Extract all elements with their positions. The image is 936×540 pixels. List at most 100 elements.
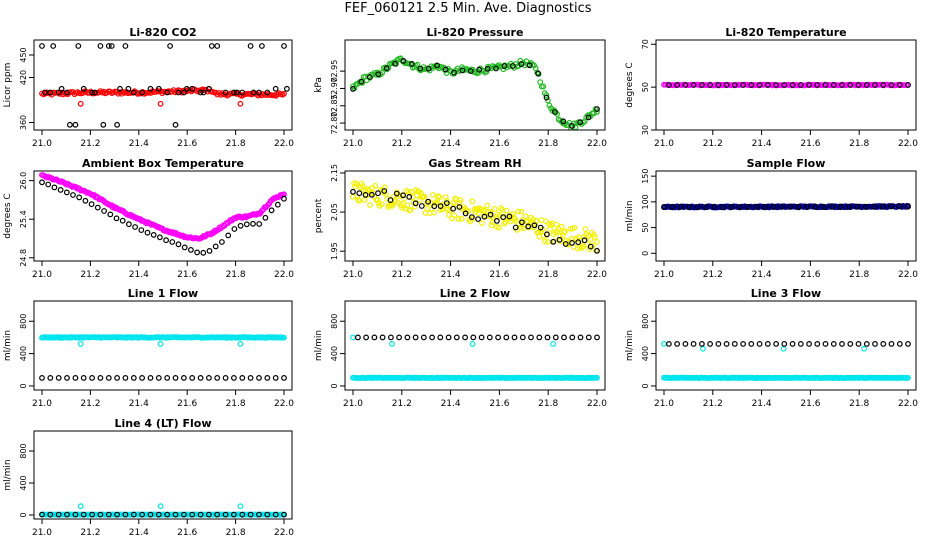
data-point: [350, 188, 356, 195]
data-point: [64, 89, 70, 96]
y-tick-label: 70: [641, 39, 650, 49]
data-point: [720, 204, 726, 211]
data-point: [80, 375, 87, 381]
y-tick-label: 50: [641, 82, 650, 92]
data-point: [418, 203, 425, 209]
data-point: [63, 189, 70, 196]
data-point: [764, 82, 771, 88]
series-line-4-raw: [39, 503, 287, 518]
data-point: [699, 341, 705, 347]
data-point: [371, 334, 378, 341]
data-point: [130, 375, 137, 381]
plot-area: [661, 202, 911, 211]
y-tick-label: 50: [641, 222, 650, 232]
data-point: [420, 334, 427, 341]
x-tick-label: 21.6: [489, 399, 509, 409]
x-tick-label: 22.0: [274, 399, 294, 409]
x-tick-label: 21.2: [392, 139, 412, 149]
data-point: [494, 217, 500, 224]
data-point: [594, 247, 600, 254]
data-point: [430, 191, 436, 198]
data-point: [406, 193, 413, 200]
data-point: [479, 220, 485, 227]
data-point: [861, 345, 867, 352]
y-axis-label: ml/min: [3, 459, 13, 490]
data-point: [247, 43, 254, 49]
data-point: [522, 213, 529, 220]
data-point: [189, 85, 196, 92]
series-line-1-raw: [39, 334, 287, 347]
data-point: [821, 203, 827, 210]
data-point: [89, 375, 95, 381]
series-line-3-raw: [661, 341, 911, 382]
data-point: [389, 202, 396, 209]
data-point: [493, 65, 499, 72]
chart-title: Li-820 Temperature: [725, 26, 846, 39]
x-tick-label: 22.0: [898, 139, 918, 149]
x-tick-label: 21.0: [32, 399, 52, 409]
data-point: [847, 341, 854, 347]
data-point: [39, 179, 45, 186]
data-point: [487, 208, 494, 215]
data-point: [781, 341, 788, 347]
plot-area: [661, 341, 911, 382]
series-temperature-2-5-min-ave: [666, 82, 911, 88]
data-point: [101, 208, 107, 214]
data-point: [690, 82, 697, 88]
y-tick-label: 30: [641, 125, 650, 135]
data-point: [434, 62, 441, 69]
y-tick-label: 1.95: [330, 242, 339, 260]
data-point: [409, 61, 415, 67]
data-point: [181, 244, 188, 251]
data-point: [437, 334, 444, 341]
series-ambient-2-5-min-ave: [39, 179, 287, 256]
plot-area: [39, 503, 287, 518]
data-point: [264, 89, 271, 96]
data-point: [175, 89, 182, 96]
data-point: [905, 203, 911, 210]
data-point: [150, 231, 157, 238]
chart-title: Li-820 Pressure: [427, 26, 524, 39]
data-point: [830, 341, 837, 347]
data-point: [139, 375, 146, 381]
chart-title: Li-820 CO2: [129, 26, 196, 39]
data-point: [382, 184, 388, 191]
data-point: [264, 511, 271, 518]
data-point: [367, 202, 373, 209]
x-tick-label: 22.0: [274, 139, 294, 149]
data-point: [773, 82, 779, 88]
data-point: [355, 334, 361, 341]
x-tick-label: 22.0: [274, 270, 294, 280]
data-point: [164, 89, 171, 96]
y-tick-label: 400: [330, 346, 339, 361]
data-point: [122, 43, 129, 49]
data-point: [526, 62, 533, 69]
data-point: [350, 85, 356, 92]
data-point: [550, 238, 557, 245]
data-point: [183, 85, 190, 92]
data-point: [375, 200, 382, 206]
data-point: [281, 43, 287, 49]
y-tick-label: 400: [19, 475, 28, 490]
data-point: [122, 511, 129, 518]
data-point: [510, 63, 516, 69]
data-point: [594, 334, 600, 341]
data-point: [496, 224, 502, 231]
data-point: [896, 341, 903, 347]
data-point: [450, 205, 457, 212]
data-point: [200, 89, 207, 96]
data-point: [475, 216, 482, 223]
data-point: [197, 89, 204, 96]
x-tick-label: 21.0: [32, 139, 52, 149]
data-point: [661, 203, 667, 210]
data-point: [888, 341, 895, 347]
plot-frame: [344, 170, 606, 262]
data-point: [404, 202, 411, 209]
data-point: [451, 212, 458, 219]
data-point: [781, 82, 788, 88]
plot-frame: [33, 170, 293, 262]
data-point: [445, 334, 452, 341]
data-point: [839, 82, 845, 88]
data-point: [144, 229, 151, 236]
data-point: [396, 334, 403, 341]
